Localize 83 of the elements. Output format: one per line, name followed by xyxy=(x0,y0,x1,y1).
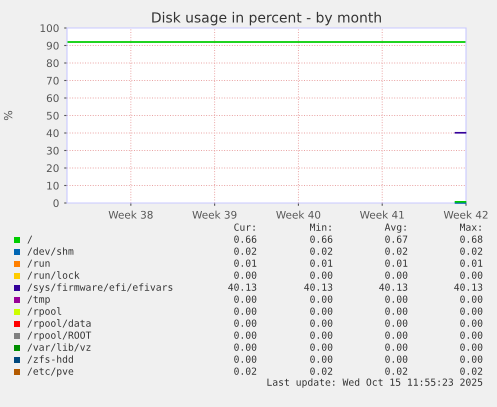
text: 0.00 xyxy=(385,343,408,351)
legend-label: /zfs-hdd xyxy=(27,355,73,364)
text: 0.66 xyxy=(310,235,332,243)
legend-label: /rpool/data xyxy=(27,319,91,329)
legend-label: / xyxy=(27,236,32,244)
text: Min: xyxy=(310,223,331,231)
text: 0.02 xyxy=(234,247,256,255)
text: 0.00 xyxy=(234,307,256,315)
chart-title: Disk usage in percent - by month xyxy=(152,12,381,26)
y-tick-label: 40 xyxy=(46,129,59,138)
text: 0.00 xyxy=(310,331,332,339)
x-tick-label: Week 41 xyxy=(360,210,404,219)
legend-label: /rpool xyxy=(27,307,62,317)
text: 0.67 xyxy=(385,235,408,243)
text: 0.00 xyxy=(460,343,482,351)
y-tick-label: 30 xyxy=(46,146,59,155)
legend-label: /var/lib/vz xyxy=(27,343,90,352)
y-tick-label: 100 xyxy=(40,24,59,32)
text: 0.68 xyxy=(460,235,482,243)
text: 0.00 xyxy=(310,343,332,351)
text: 0.00 xyxy=(234,295,256,303)
legend-label: /run xyxy=(27,260,50,268)
y-tick-label: 90 xyxy=(46,42,59,50)
text: 0.00 xyxy=(234,319,256,327)
text: 40.13 xyxy=(228,283,256,291)
text: 0.00 xyxy=(385,319,408,327)
text: 0.02 xyxy=(234,367,256,375)
text: 0.00 xyxy=(234,271,256,279)
text: 0.00 xyxy=(460,271,482,279)
text: 0.00 xyxy=(234,331,256,339)
text: Avg: xyxy=(384,224,406,233)
text: 0.00 xyxy=(310,355,332,363)
text: 40.13 xyxy=(454,283,482,291)
text: 0.01 xyxy=(460,259,482,267)
legend-label: /dev/shm xyxy=(27,247,74,256)
legend-label: /tmp xyxy=(27,296,50,305)
y-tick-label: 50 xyxy=(46,112,59,120)
text: 0.00 xyxy=(234,355,256,363)
text: 0.01 xyxy=(385,259,408,267)
text: 40.13 xyxy=(304,283,332,291)
text: 0.66 xyxy=(234,235,256,243)
text: 0.00 xyxy=(460,331,482,339)
text: 0.02 xyxy=(385,247,408,255)
text: 0.00 xyxy=(310,295,332,303)
text: 0.00 xyxy=(460,295,482,303)
text: 0.00 xyxy=(385,307,408,315)
text: Max: xyxy=(460,224,481,231)
text: 0.01 xyxy=(234,259,256,267)
legend-label: /etc/pve xyxy=(27,368,74,377)
x-tick-label: Week 42 xyxy=(444,210,488,219)
text: 40.13 xyxy=(379,283,408,291)
text: Cur: xyxy=(234,223,255,231)
x-tick-label: Week 38 xyxy=(108,210,153,219)
y-tick-label: 80 xyxy=(46,59,59,68)
text: 0.01 xyxy=(310,259,332,267)
text: Last update: Wed Oct 15 11:55:23 2025 xyxy=(267,378,482,388)
text: 0.00 xyxy=(310,319,332,327)
x-tick-label: Week 39 xyxy=(192,210,236,219)
y-tick-label: 20 xyxy=(46,164,59,172)
x-tick-label: Week 40 xyxy=(276,210,320,219)
legend-label: /rpool/ROOT xyxy=(27,331,92,341)
text: 0.02 xyxy=(460,367,482,375)
text: 0.02 xyxy=(310,367,332,375)
text: 0.02 xyxy=(385,367,408,375)
text: 0.00 xyxy=(385,295,408,303)
y-tick-label: 60 xyxy=(46,94,59,102)
text: 0.02 xyxy=(460,247,482,255)
legend-label: /run/lock xyxy=(27,271,80,280)
text: 0.00 xyxy=(385,355,408,363)
text: 0.00 xyxy=(385,331,408,339)
text: 0.00 xyxy=(460,355,482,363)
text: 0.02 xyxy=(310,247,332,255)
text: 0.00 xyxy=(385,271,408,279)
y-axis-title: % xyxy=(4,110,12,120)
legend-label: /sys/firmware/efi/efivars xyxy=(27,283,172,293)
text: 0.00 xyxy=(234,343,256,351)
text: 0.00 xyxy=(460,307,482,315)
text: 0.00 xyxy=(310,271,332,279)
text: 0.00 xyxy=(460,319,482,327)
y-tick-label: 10 xyxy=(47,182,59,190)
y-tick-label: 70 xyxy=(46,76,59,85)
text: 0.00 xyxy=(310,307,332,315)
y-tick-label: 0 xyxy=(53,199,59,208)
